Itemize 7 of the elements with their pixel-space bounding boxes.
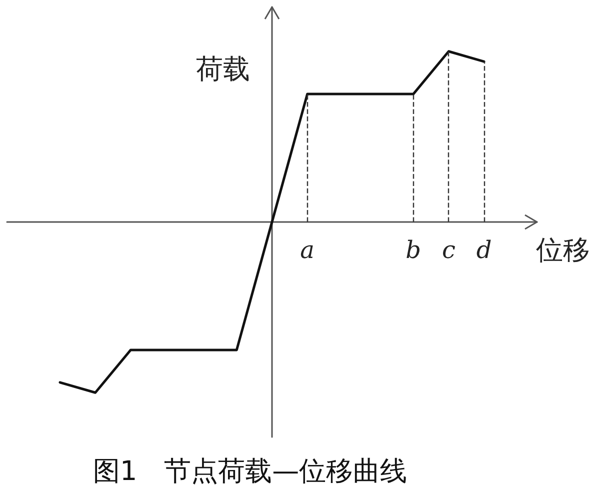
text: 图1 节点荷载—位移曲线: [93, 456, 408, 487]
x-tick-label: d: [476, 236, 492, 264]
x-tick-label: b: [406, 236, 422, 264]
x-tick-label: c: [442, 236, 456, 264]
x-tick-label: a: [300, 236, 314, 264]
x-axis-title: 位移: [536, 235, 590, 266]
y-axis-title: 荷载: [196, 54, 250, 85]
